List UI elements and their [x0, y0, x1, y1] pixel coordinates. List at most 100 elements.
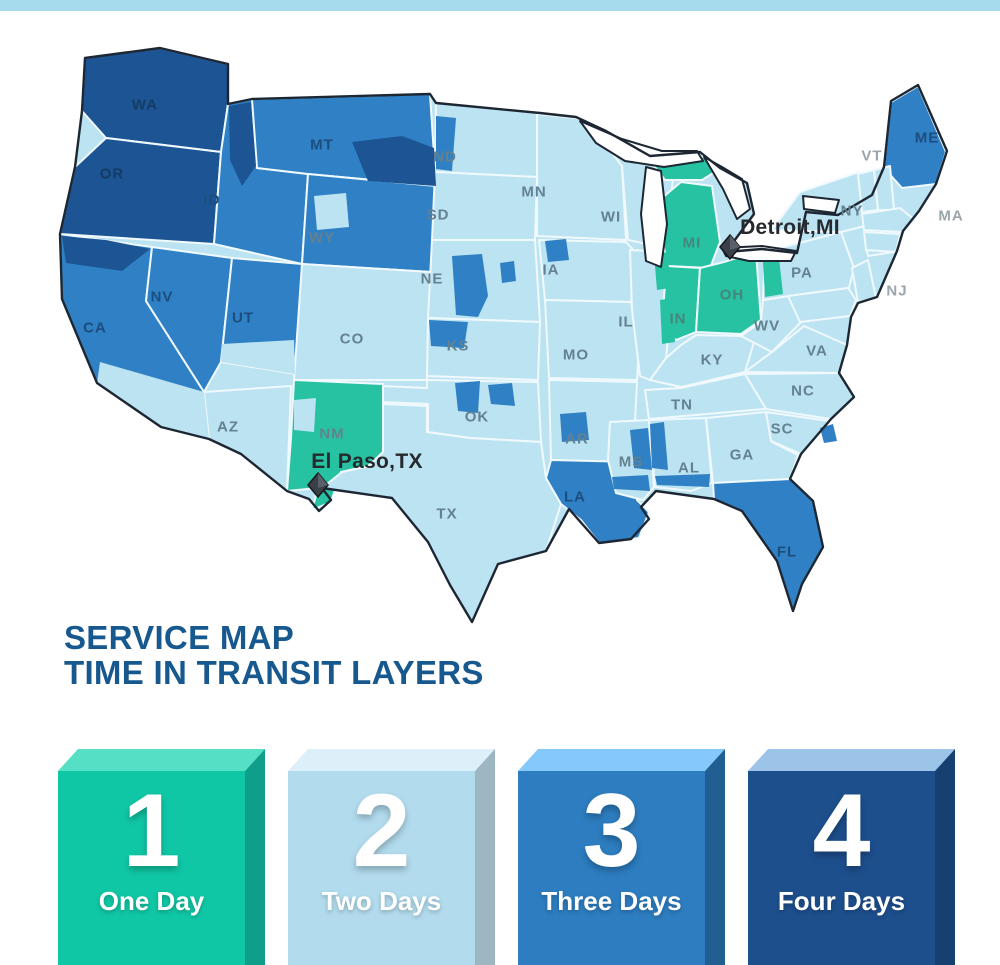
state-label-MN: MN — [521, 184, 546, 201]
city-pin-facet — [730, 235, 740, 250]
lake-huron — [703, 156, 751, 220]
legend-block-3d — [748, 749, 955, 965]
state-label-MI: MI — [683, 235, 702, 252]
us-service-map: WA OR CA NV ID MT WY UT AZ NM CO ND SD NE KS OK TX MN IA MO… — [58, 46, 963, 624]
legend-block-3d — [288, 749, 495, 965]
state-label-AL: AL — [678, 460, 700, 477]
legend-number: 1 — [122, 773, 181, 889]
shade-patch — [630, 428, 652, 470]
state-CO — [293, 263, 432, 381]
state-label-OK: OK — [465, 409, 490, 426]
page-title: SERVICE MAP TIME IN TRANSIT LAYERS — [64, 620, 484, 690]
state-label-NV: NV — [151, 289, 174, 306]
legend-block-two-days: 2 Two Days — [288, 745, 495, 965]
city-marker: Detroit,MI — [719, 216, 840, 261]
state-label-MS: MS — [619, 454, 644, 471]
lake-superior — [579, 120, 704, 168]
shade-patch — [229, 102, 256, 186]
shade-patch — [455, 381, 480, 413]
legend-block-3d — [518, 749, 725, 965]
state-label-NC: NC — [791, 383, 815, 400]
state-label-GA: GA — [730, 447, 755, 464]
state-NH — [873, 165, 895, 211]
state-label-FL: FL — [777, 544, 797, 561]
state-label-MT: MT — [310, 137, 334, 154]
state-label-ME: ME — [915, 130, 940, 147]
state-label-AZ: AZ — [217, 419, 239, 436]
shade-patch — [97, 362, 209, 439]
state-label-IL: IL — [618, 314, 633, 331]
state-label-TX: TX — [436, 506, 457, 523]
shade-patch — [612, 475, 650, 491]
title-line2: TIME IN TRANSIT LAYERS — [64, 654, 484, 691]
shade-patch — [500, 261, 516, 283]
lake-ontario — [802, 195, 840, 214]
state-label-CA: CA — [83, 320, 107, 337]
state-label-TN: TN — [671, 397, 693, 414]
city-label: El Paso,TX — [311, 450, 423, 473]
city-pin-facet — [318, 473, 328, 488]
city-label: Detroit,MI — [740, 216, 840, 239]
legend-block-one-day: 1 One Day — [58, 745, 265, 965]
state-label-UT: UT — [232, 310, 254, 327]
state-label-VA: VA — [806, 343, 828, 360]
legend-number: 3 — [582, 773, 641, 889]
state-FL — [712, 478, 824, 612]
legend-number: 4 — [812, 773, 871, 889]
state-label-VT: VT — [861, 148, 882, 165]
state-MO — [544, 299, 642, 381]
shade-patch — [314, 193, 349, 230]
state-label-KS: KS — [447, 338, 470, 355]
state-label-WI: WI — [601, 209, 621, 226]
state-label-SD: SD — [427, 207, 450, 224]
state-label-MA: MA — [938, 208, 963, 225]
state-label-CO: CO — [340, 331, 365, 348]
lake-michigan — [640, 166, 668, 268]
shade-patch — [763, 258, 783, 297]
state-label-IA: IA — [543, 262, 560, 279]
shade-patch — [436, 116, 456, 171]
shade-patch — [352, 136, 436, 186]
shade-patch — [560, 412, 589, 442]
state-label-NE: NE — [421, 271, 444, 288]
state-label-LA: LA — [564, 489, 586, 506]
legend-label: Two Days — [321, 886, 442, 917]
title-line1: SERVICE MAP — [64, 619, 295, 656]
state-label-NM: NM — [319, 426, 344, 443]
state-label-KY: KY — [701, 352, 724, 369]
state-label-WV: WV — [754, 318, 780, 335]
great-lakes-layer — [579, 120, 840, 268]
state-NV — [145, 246, 233, 393]
state-label-OR: OR — [100, 166, 125, 183]
shade-patch — [62, 236, 150, 271]
legend-block-three-days: 3 Three Days — [518, 745, 725, 965]
state-label-OH: OH — [720, 287, 745, 304]
shade-patch — [650, 422, 668, 470]
shade-patch — [429, 320, 468, 348]
legend-block-four-days: 4 Four Days — [748, 745, 955, 965]
shade-patch — [655, 474, 710, 487]
city-markers-layer: Detroit,MI El Paso,TX — [307, 216, 840, 499]
state-label-WY: WY — [309, 230, 335, 247]
state-MD-DE — [787, 287, 857, 323]
shade-patch — [452, 254, 488, 317]
state-CT-RI — [863, 231, 901, 253]
states-layer — [59, 47, 947, 623]
state-label-MO: MO — [563, 347, 589, 364]
legend-label: One Day — [98, 886, 205, 917]
shade-patch — [221, 340, 295, 374]
legend-label: Three Days — [541, 886, 682, 917]
state-label-WA: WA — [132, 97, 158, 114]
shade-patch — [488, 383, 515, 406]
state-label-SC: SC — [771, 421, 794, 438]
top-accent-bar — [0, 0, 1000, 11]
state-label-NY: NY — [841, 203, 864, 220]
state-labels-layer: WA OR CA NV ID MT WY UT AZ NM CO ND SD NE KS OK TX MN IA MO… — [83, 97, 963, 561]
shade-patch — [820, 424, 837, 443]
state-label-IN: IN — [670, 311, 687, 328]
legend-label: Four Days — [777, 886, 906, 917]
shade-patch — [545, 239, 569, 262]
legend-number: 2 — [352, 773, 411, 889]
state-label-PA: PA — [791, 265, 813, 282]
